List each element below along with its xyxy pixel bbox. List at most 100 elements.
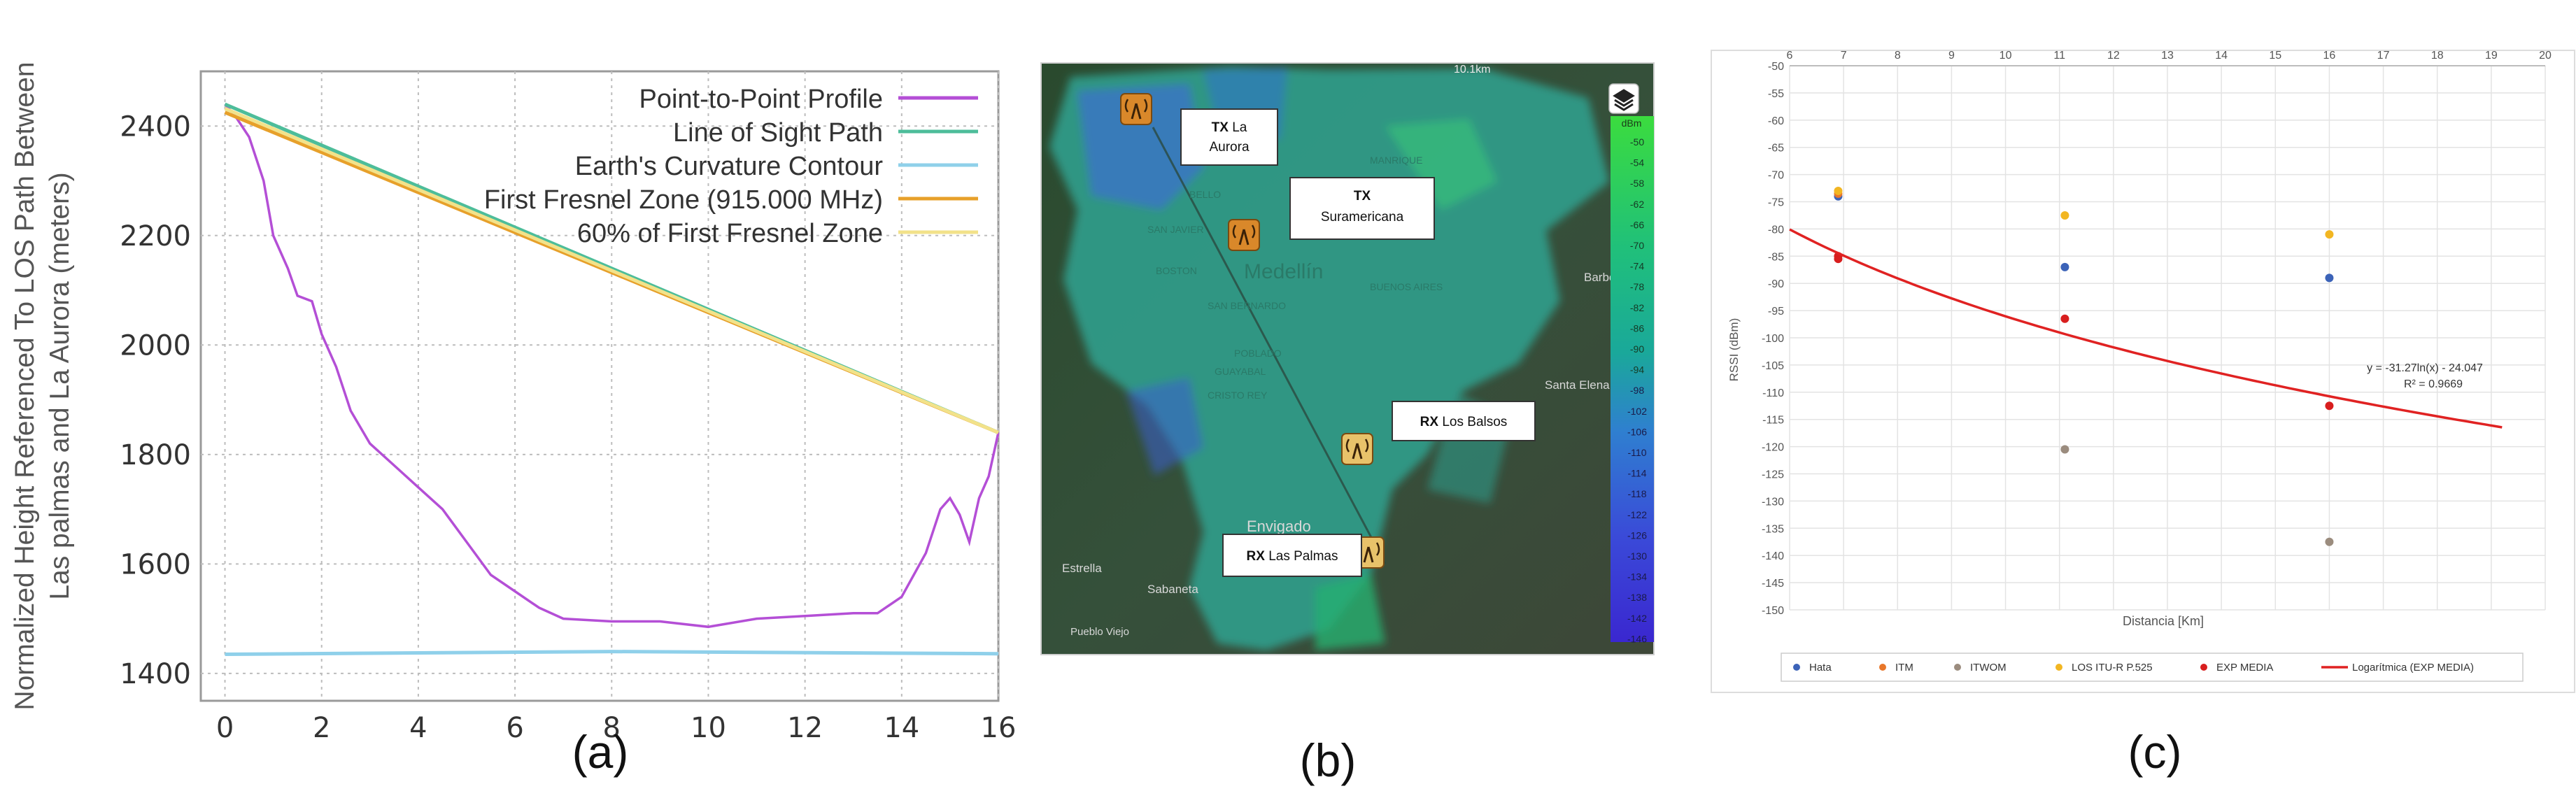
chart-c-ytick-label: -115 — [1762, 415, 1784, 427]
rssi-legend-value: -102 — [1627, 406, 1647, 417]
chart-c-ytick-label: -80 — [1768, 224, 1784, 236]
rssi-legend-value: -70 — [1630, 240, 1644, 251]
rssi-legend-value: -130 — [1627, 550, 1647, 562]
rssi-legend-value: -126 — [1627, 529, 1647, 541]
rssi-legend-value: -110 — [1628, 447, 1647, 458]
chart-a-legend-label: Point-to-Point Profile — [639, 85, 884, 114]
chart-c-xtick-label: 14 — [2215, 50, 2228, 62]
chart-a-ytick-label: 1800 — [120, 439, 191, 471]
map-scale-label: 10.1km — [1454, 64, 1490, 76]
map-marker-name: Suramericana — [1321, 210, 1404, 225]
chart-a-xtick-label: 8 — [603, 712, 621, 744]
map-place-label: Sabaneta — [1147, 583, 1198, 596]
chart-c-legend-swatch — [1879, 664, 1886, 671]
chart-c-ytick-label: -50 — [1768, 61, 1784, 73]
panel-label-b: (b) — [1300, 734, 1357, 786]
map-place-label: GUAYABAL — [1215, 366, 1266, 377]
rssi-legend-value: -114 — [1628, 468, 1647, 479]
map-marker-label-box — [1180, 108, 1278, 166]
chart-c-xtick-label: 15 — [2269, 50, 2281, 62]
map-place-label: BELLO — [1189, 189, 1221, 200]
rssi-legend-value: -58 — [1630, 178, 1644, 189]
chart-c-xtick-label: 12 — [2107, 50, 2120, 62]
rssi-legend: dBm -50 -54 -58 -62 -66 -70 -74 -78 -82 -86 -90 -94… — [1611, 116, 1654, 644]
layers-button[interactable] — [1608, 83, 1639, 114]
chart-c-point — [2325, 537, 2334, 546]
chart-a-ylabel-line1: Normalized Height Referenced To LOS Path… — [10, 62, 40, 710]
chart-a-xtick-label: 0 — [216, 712, 234, 744]
rssi-legend-value: -138 — [1627, 592, 1647, 603]
chart-a-series-4 — [224, 106, 999, 434]
chart-c-ytick-label: -100 — [1762, 333, 1784, 345]
rssi-legend-value: -146 — [1627, 633, 1647, 644]
chart-c-ticks: -50 -55 -60 -65 -70 -75 -80 -85 -90 -95 -100 -105 -1… — [1762, 50, 2552, 617]
rssi-legend-value: -106 — [1627, 426, 1647, 437]
chart-a-ytick-label: 2200 — [120, 220, 191, 252]
map-marker-name-line2: Aurora — [1209, 140, 1249, 155]
chart-c-xtick-label: 19 — [2485, 50, 2498, 62]
chart-c-legend-swatch — [2200, 664, 2207, 671]
chart-c-legend-swatch — [1954, 664, 1961, 671]
chart-c-point — [2060, 445, 2069, 454]
chart-a-xtick-label: 12 — [787, 712, 823, 744]
chart-c: -50 -55 -60 -65 -70 -75 -80 -85 -90 -95 -100 -105 -1… — [1711, 50, 2575, 778]
chart-c-ytick-label: -120 — [1762, 442, 1784, 454]
chart-c-xtick-label: 20 — [2539, 50, 2552, 62]
chart-a-ytick-label: 1400 — [120, 658, 191, 690]
chart-c-xtick-label: 13 — [2161, 50, 2174, 62]
rssi-legend-value: -122 — [1627, 509, 1647, 520]
antenna-icon — [1228, 219, 1260, 251]
chart-c-ylabel: RSSI (dBm) — [1727, 318, 1741, 382]
chart-a: 0 2 4 6 8 10 12 14 16 1400 1600 1800 2000 2200 2400 Po… — [10, 62, 1016, 778]
rssi-legend-value: -98 — [1630, 385, 1644, 396]
map-city-label: Medellín — [1244, 260, 1323, 283]
chart-c-xtick-label: 11 — [2053, 50, 2065, 62]
chart-c-ytick-label: -130 — [1762, 496, 1784, 508]
rssi-legend-value: -82 — [1630, 302, 1644, 313]
map-marker-name: La — [1229, 120, 1247, 135]
chart-a-xtick-label: 4 — [409, 712, 427, 744]
chart-c-point — [2060, 262, 2069, 271]
panel-label-a: (a) — [572, 726, 629, 778]
chart-c-ytick-label: -85 — [1768, 251, 1784, 263]
antenna-icon — [1341, 433, 1373, 465]
chart-c-card — [1711, 50, 2575, 693]
chart-c-legend-swatch — [2055, 664, 2062, 671]
map-marker-label-box — [1222, 534, 1362, 577]
chart-a-ytick-label: 1600 — [120, 548, 191, 580]
map-place-label: Santa Elena — [1545, 378, 1610, 392]
map-place-label: Envigado — [1247, 518, 1311, 535]
chart-c-xtick-label: 8 — [1895, 50, 1901, 62]
panel-label-c: (c) — [2128, 726, 2182, 778]
chart-a-grid — [201, 71, 999, 701]
chart-a-legend-label: 60% of First Fresnel Zone — [577, 219, 883, 248]
chart-c-legend-swatch — [1793, 664, 1800, 671]
chart-c-ytick-label: -90 — [1768, 278, 1784, 290]
chart-c-ytick-label: -55 — [1768, 88, 1784, 100]
map-place-label: SAN JAVIER — [1147, 224, 1204, 235]
map-marker-name: Las Palmas — [1265, 549, 1338, 564]
chart-c-legend-label: EXP MEDIA — [2216, 662, 2273, 674]
map-marker-0[interactable]: TX La Aurora — [1120, 93, 1278, 166]
map-marker-1[interactable]: TX Suramericana — [1228, 177, 1435, 251]
chart-a-legend-label: Earth's Curvature Contour — [575, 152, 884, 181]
chart-c-annotation-1: y = -31.27ln(x) - 24.047 — [2367, 362, 2483, 374]
chart-c-legend-label: ITWOM — [1970, 662, 2007, 674]
chart-c-legend-label: Logarítmica (EXP MEDIA) — [2352, 662, 2474, 674]
map-marker-2[interactable]: RX Los Balsos — [1341, 401, 1536, 465]
rssi-legend-value: -78 — [1630, 281, 1644, 292]
map-marker-3[interactable]: RX Las Palmas — [1222, 534, 1385, 577]
rssi-legend-value: -94 — [1630, 364, 1644, 376]
map-place-label: MANRIQUE — [1370, 155, 1422, 166]
map-marker-role: RX — [1247, 549, 1266, 564]
chart-c-series — [1789, 186, 2503, 546]
layers-icon — [1613, 89, 1635, 111]
chart-a-xtick-label: 16 — [981, 712, 1017, 744]
los-path-line — [1152, 127, 1387, 564]
rssi-legend-value: -62 — [1630, 199, 1644, 210]
chart-a-series — [224, 102, 1000, 656]
chart-c-point — [2325, 401, 2334, 411]
chart-c-xtick-label: 18 — [2431, 50, 2444, 62]
chart-c-ytick-label: -70 — [1768, 170, 1784, 182]
rssi-legend-value: -86 — [1630, 322, 1644, 334]
